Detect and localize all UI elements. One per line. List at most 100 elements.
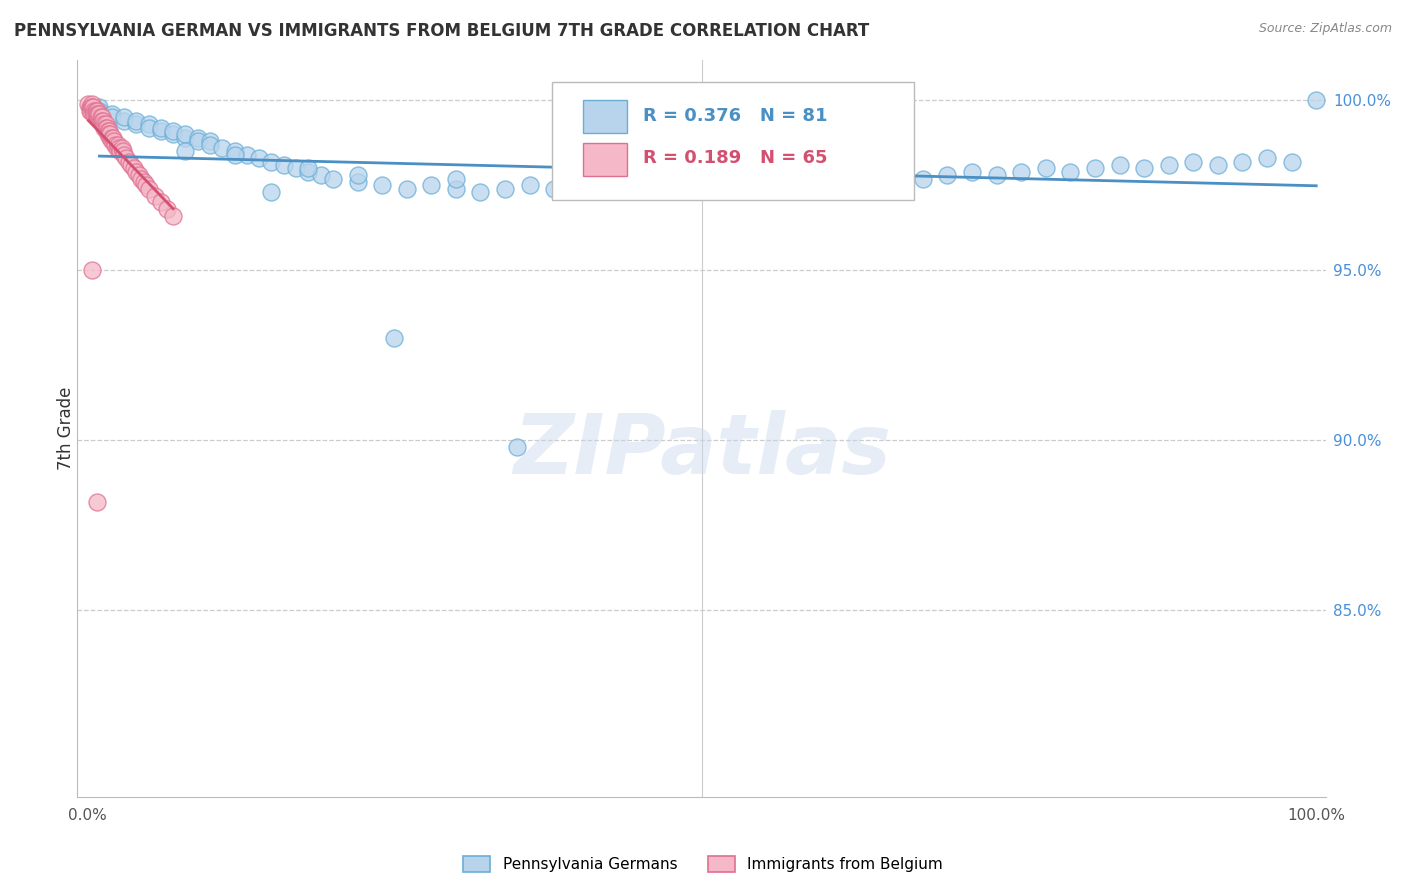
Text: R = 0.189   N = 65: R = 0.189 N = 65: [643, 150, 828, 168]
Point: [519, 178, 541, 193]
Point: [260, 185, 283, 199]
Point: [80, 96, 103, 111]
Point: [98, 124, 121, 138]
Point: [82, 100, 104, 114]
Point: [936, 168, 959, 182]
Point: [641, 175, 664, 189]
Point: [149, 195, 172, 210]
Point: [174, 130, 197, 145]
Point: [100, 130, 122, 145]
Point: [1232, 154, 1254, 169]
Point: [112, 113, 135, 128]
Point: [96, 120, 118, 135]
Point: [125, 117, 148, 131]
Point: [285, 161, 308, 176]
Point: [211, 141, 233, 155]
Point: [162, 128, 184, 142]
Point: [80, 100, 103, 114]
Point: [115, 151, 138, 165]
Point: [1133, 161, 1156, 176]
Point: [1305, 94, 1327, 108]
Point: [84, 107, 107, 121]
Point: [132, 175, 155, 189]
Point: [1108, 158, 1130, 172]
Point: [91, 117, 114, 131]
Point: [89, 100, 111, 114]
Point: [444, 182, 467, 196]
Point: [87, 107, 110, 121]
Point: [100, 107, 122, 121]
Point: [346, 175, 368, 189]
Point: [1010, 165, 1032, 179]
Point: [617, 178, 640, 193]
Point: [224, 145, 246, 159]
Point: [371, 178, 394, 193]
Point: [494, 182, 516, 196]
Point: [384, 331, 406, 345]
Point: [789, 175, 811, 189]
Point: [187, 130, 209, 145]
Point: [149, 124, 172, 138]
Point: [77, 96, 100, 111]
Point: [112, 148, 135, 162]
Point: [143, 188, 166, 202]
Point: [91, 113, 114, 128]
Point: [83, 107, 105, 121]
Point: [128, 168, 150, 182]
Point: [122, 161, 145, 176]
Point: [470, 185, 492, 199]
Y-axis label: 7th Grade: 7th Grade: [58, 387, 75, 470]
Point: [100, 134, 122, 148]
FancyBboxPatch shape: [583, 143, 627, 176]
Point: [82, 103, 104, 118]
Point: [100, 111, 122, 125]
Point: [322, 171, 344, 186]
Point: [93, 120, 115, 135]
Point: [1206, 158, 1229, 172]
Point: [838, 168, 860, 182]
Point: [198, 134, 221, 148]
Point: [103, 134, 125, 148]
Point: [309, 168, 332, 182]
Point: [83, 103, 105, 118]
Point: [86, 107, 108, 121]
Point: [104, 137, 127, 152]
Point: [135, 178, 157, 193]
Point: [87, 111, 110, 125]
Point: [97, 128, 120, 142]
Point: [138, 117, 160, 131]
Point: [105, 141, 128, 155]
Point: [666, 178, 689, 193]
Point: [89, 111, 111, 125]
Point: [94, 120, 117, 135]
Point: [260, 154, 283, 169]
Point: [118, 154, 141, 169]
Text: ZIPatlas: ZIPatlas: [513, 410, 890, 491]
Point: [297, 161, 319, 176]
Text: PENNSYLVANIA GERMAN VS IMMIGRANTS FROM BELGIUM 7TH GRADE CORRELATION CHART: PENNSYLVANIA GERMAN VS IMMIGRANTS FROM B…: [14, 22, 869, 40]
Point: [765, 171, 787, 186]
Point: [1157, 158, 1180, 172]
Point: [568, 175, 591, 189]
Point: [862, 171, 884, 186]
Point: [224, 148, 246, 162]
Point: [156, 202, 179, 217]
FancyBboxPatch shape: [551, 82, 914, 200]
Point: [420, 178, 443, 193]
Point: [149, 120, 172, 135]
Point: [89, 103, 111, 118]
FancyBboxPatch shape: [583, 100, 627, 134]
Point: [138, 182, 160, 196]
Point: [100, 128, 122, 142]
Point: [90, 111, 112, 125]
Point: [86, 494, 108, 508]
Point: [90, 111, 112, 125]
Point: [120, 158, 142, 172]
Point: [125, 165, 148, 179]
Point: [1059, 165, 1081, 179]
Point: [79, 100, 101, 114]
Point: [101, 130, 124, 145]
Point: [716, 171, 738, 186]
Point: [112, 111, 135, 125]
Point: [813, 168, 835, 182]
